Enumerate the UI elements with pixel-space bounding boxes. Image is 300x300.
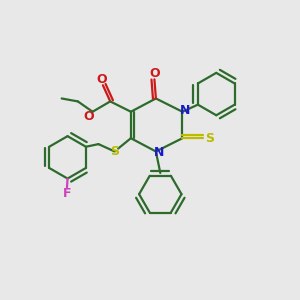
Text: O: O: [96, 73, 107, 86]
Text: S: S: [110, 145, 119, 158]
Text: N: N: [180, 104, 190, 117]
Text: S: S: [205, 132, 214, 145]
Text: O: O: [149, 67, 160, 80]
Text: F: F: [63, 187, 71, 200]
Text: N: N: [154, 146, 164, 159]
Text: O: O: [83, 110, 94, 123]
